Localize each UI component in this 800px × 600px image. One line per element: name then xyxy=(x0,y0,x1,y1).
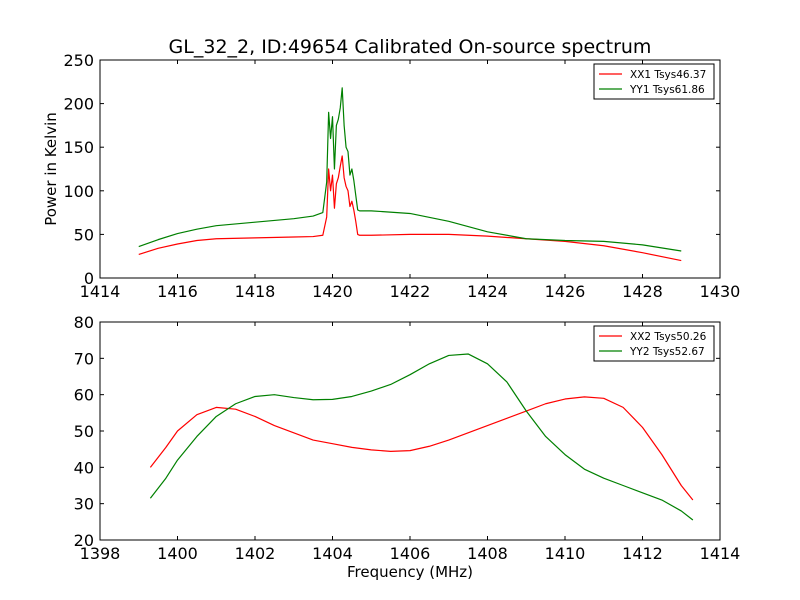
y-tick-label: 30 xyxy=(74,495,94,514)
legend-box-0 xyxy=(593,63,715,100)
y-tick-label: 0 xyxy=(84,269,94,288)
x-tick-label: 1402 xyxy=(235,544,276,563)
legend-entry: XX2 Tsys50.26 xyxy=(630,331,707,343)
figure-title: GL_32_2, ID:49654 Calibrated On-source s… xyxy=(169,36,652,58)
y-tick-label: 200 xyxy=(63,95,94,114)
x-tick-label: 1424 xyxy=(467,282,508,301)
series-line-1-1 xyxy=(149,353,694,521)
x-tick-label: 1426 xyxy=(545,282,586,301)
y-tick-label: 80 xyxy=(74,313,94,332)
x-tick-label: 1412 xyxy=(622,544,663,563)
y-tick-label: 20 xyxy=(74,531,94,550)
x-tick-label: 1414 xyxy=(80,282,121,301)
legend-entry: XX1 Tsys46.37 xyxy=(630,69,706,81)
y-tick-label: 250 xyxy=(63,51,94,70)
x-tick-label: 1406 xyxy=(390,544,431,563)
x-tick-label: 1416 xyxy=(157,282,198,301)
series-line-0-0 xyxy=(138,155,682,262)
series-line-1-0 xyxy=(149,396,694,501)
legend-entry: YY1 Tsys61.86 xyxy=(629,84,705,96)
x-tick-label: 1430 xyxy=(700,282,741,301)
y-tick-label: 70 xyxy=(74,349,94,368)
y-tick-label: 100 xyxy=(63,182,94,201)
x-tick-label: 1420 xyxy=(312,282,353,301)
legend-box-1 xyxy=(593,325,715,362)
x-tick-label: 1418 xyxy=(235,282,276,301)
y-tick-label: 150 xyxy=(63,138,94,157)
x-tick-label: 1414 xyxy=(700,544,741,563)
x-tick-label: 1428 xyxy=(622,282,663,301)
x-axis-label: Frequency (MHz) xyxy=(347,563,473,581)
x-tick-label: 1410 xyxy=(545,544,586,563)
x-tick-label: 1404 xyxy=(312,544,353,563)
x-tick-label: 1400 xyxy=(157,544,198,563)
legend-entry: YY2 Tsys52.67 xyxy=(629,346,705,358)
x-tick-label: 1398 xyxy=(80,544,121,563)
y-tick-label: 50 xyxy=(74,422,94,441)
y-axis-label: Power in Kelvin xyxy=(42,112,60,226)
y-tick-label: 60 xyxy=(74,386,94,405)
series-line-0-1 xyxy=(138,87,682,252)
x-tick-label: 1422 xyxy=(390,282,431,301)
y-tick-label: 40 xyxy=(74,458,94,477)
y-tick-label: 50 xyxy=(74,225,94,244)
x-tick-label: 1408 xyxy=(467,544,508,563)
